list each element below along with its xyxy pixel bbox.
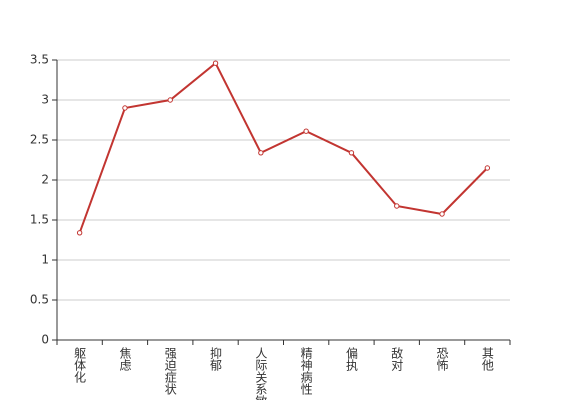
x-tick-label: 躯体化 bbox=[73, 346, 87, 384]
point bbox=[348, 150, 355, 156]
x-tick-label: 焦虑 bbox=[118, 347, 132, 371]
point bbox=[484, 165, 491, 171]
point bbox=[122, 105, 128, 111]
line bbox=[78, 61, 489, 234]
x-tick-label: 敌对 bbox=[390, 346, 404, 371]
x-tick-label: 恐怖 bbox=[435, 347, 449, 371]
y-tick-label: 2.5 bbox=[30, 133, 49, 147]
point bbox=[167, 97, 173, 103]
point bbox=[394, 203, 400, 209]
y-tick-label: 0.5 bbox=[30, 293, 49, 307]
x-tick-label: 其他 bbox=[480, 347, 494, 371]
y-tick-label: 3 bbox=[41, 93, 49, 107]
y-tick-label: 1.5 bbox=[30, 213, 49, 227]
x-tick-label: 抑郁 bbox=[209, 346, 223, 372]
point bbox=[439, 211, 445, 217]
point bbox=[76, 230, 83, 236]
x-tick-label: 强迫症状 bbox=[163, 347, 177, 395]
y-tick-label: 2 bbox=[41, 173, 49, 187]
point bbox=[303, 128, 309, 134]
x-tick-label: 偏执 bbox=[344, 346, 358, 372]
y-tick-label: 1 bbox=[41, 253, 49, 267]
x-tick-label: 精神病性 bbox=[299, 347, 313, 396]
x-tick-label: 人际关系敏感 bbox=[254, 347, 268, 400]
point bbox=[258, 150, 264, 156]
y-tick-label: 3.5 bbox=[30, 53, 49, 67]
y-tick-label: 0 bbox=[41, 333, 49, 347]
point bbox=[212, 60, 219, 66]
